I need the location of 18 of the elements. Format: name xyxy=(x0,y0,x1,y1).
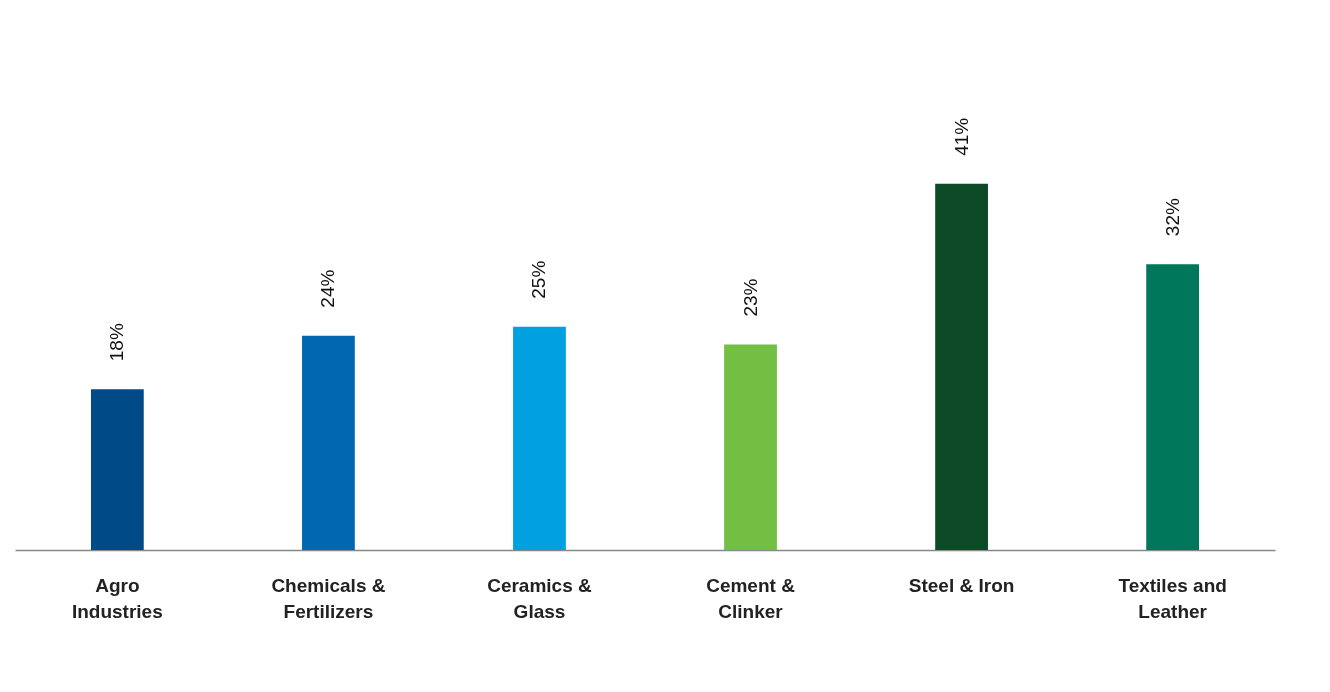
x-tick-label: Steel & Iron xyxy=(908,574,1015,596)
x-tick-label: Cement & Clinker xyxy=(706,574,796,622)
bar xyxy=(90,389,144,550)
bar xyxy=(1146,264,1200,550)
data-label: 24% xyxy=(317,269,339,308)
data-label: 41% xyxy=(950,117,972,156)
data-label: 23% xyxy=(739,278,761,317)
bar xyxy=(302,335,355,550)
data-label: 32% xyxy=(1161,198,1183,237)
bar xyxy=(513,326,566,550)
bar xyxy=(935,183,988,550)
data-label: 25% xyxy=(528,260,550,299)
bar xyxy=(724,344,777,550)
data-label: 18% xyxy=(106,323,128,362)
x-tick-label: Ceramics & Glass xyxy=(487,574,593,622)
x-tick-label: Textiles and Leather xyxy=(1118,574,1227,622)
x-tick-label: Chemicals & Fertilizers xyxy=(271,574,386,622)
x-tick-label: Agro Industries xyxy=(71,574,163,622)
